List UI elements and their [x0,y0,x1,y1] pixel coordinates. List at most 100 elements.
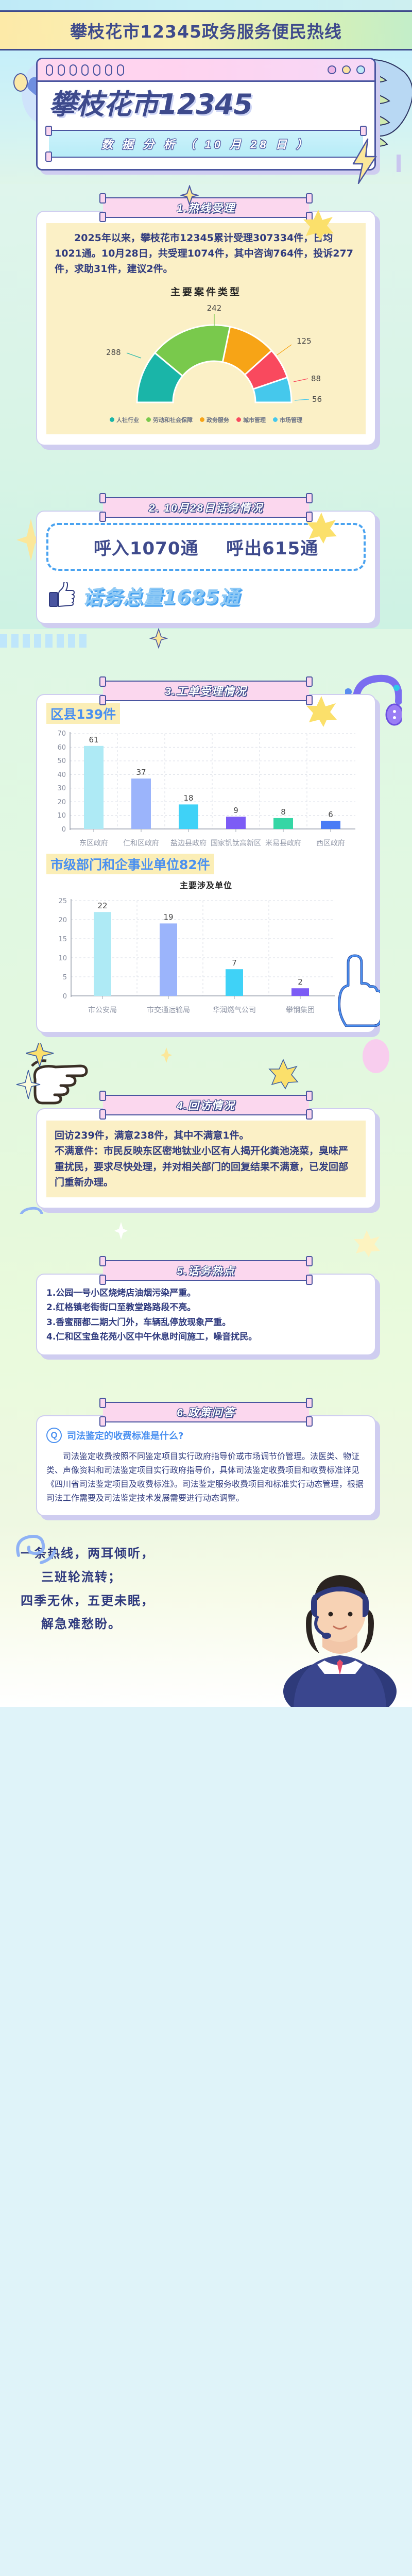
section3-title: 3.工单受理情况 [165,685,247,698]
hero-card: 攀枝花市12345 数 据 分 析 （ 10 月 28 日 ） [36,58,376,171]
section-work-orders: 3.工单受理情况 区县139件 0 10 20 30 40 50 [0,628,412,1038]
stripes-decoration [0,634,87,648]
svg-text:西区政府: 西区政府 [316,839,345,848]
section6-title-wrap: 6.政策问答 [99,1397,313,1427]
legend-item: 城市管理 [236,416,266,424]
svg-text:攀钢集团: 攀钢集团 [286,1006,315,1014]
section1-summary-box: 2025年以来，攀枝花市12345累计受理307334件，日均1021通。10月… [46,223,366,434]
callback-summary-box: 回访239件，满意238件，其中不满意1件。 不满意件：市民反映东区密地钛业小区… [46,1120,366,1198]
svg-text:15: 15 [58,936,67,943]
section1-title-banner: 1.热线受理 [99,193,313,222]
city-dept-bar-chart: 0 5 10 15 20 25 [46,893,366,1022]
sparkle-icon [114,1222,128,1240]
section1-paragraph: 2025年以来，攀枝花市12345累计受理307334件，日均1021通。10月… [55,232,353,275]
case-type-donut-chart: 242 125 88 56 288 [55,301,357,414]
section4-title-banner: 4.回访情况 [99,1090,313,1120]
svg-text:20: 20 [58,917,67,924]
section3-card: 区县139件 0 10 20 30 40 50 60 70 [36,693,380,1033]
section6-title: 6.政策问答 [177,1406,235,1419]
svg-text:56: 56 [312,395,322,404]
legend-label: 市场管理 [280,417,302,423]
legend-item: 市场管理 [273,416,302,424]
section6-card: Q 司法鉴定的收费标准是什么? 司法鉴定收费按照不同鉴定项目实行政府指导价或市场… [36,1415,376,1517]
page-title: 攀枝花市12345政务服务便民热线 [70,22,342,42]
hero-body: 攀枝花市12345 数 据 分 析 （ 10 月 28 日 ） [38,82,374,169]
legend-label: 人社行业 [116,417,139,423]
hot-topic-item: 4.仁和区宝鱼花苑小区中午休息时间施工，噪音扰民。 [46,1331,258,1342]
sparkle-icon [16,1070,41,1099]
legend-label: 政务服务 [207,417,229,423]
svg-text:19: 19 [163,912,173,922]
call-total-label: 话务总量1685通 [82,585,239,608]
hero-subtitle-banner: 数 据 分 析 （ 10 月 28 日 ） [45,125,367,162]
svg-text:70: 70 [57,730,66,738]
svg-text:20: 20 [57,799,66,806]
svg-text:8: 8 [281,807,286,817]
section1-title: 1.热线受理 [177,202,235,214]
legend-item: 劳动和社会保障 [146,416,193,424]
footer-line: 三班轮流转； [41,1569,122,1584]
svg-text:61: 61 [89,735,98,744]
svg-text:88: 88 [311,374,321,383]
policy-question-row: Q 司法鉴定的收费标准是什么? [46,1427,366,1443]
policy-question: 司法鉴定的收费标准是什么? [67,1430,184,1442]
question-badge: Q [46,1427,62,1443]
svg-text:华润燃气公司: 华润燃气公司 [213,1006,256,1014]
legend-label: 城市管理 [243,417,266,423]
svg-text:9: 9 [233,806,238,815]
window-ellipses [46,64,124,76]
footer: 一条热线，两耳倾听， 三班轮流转； 四季无休，五更未眠， 解急难愁盼。 [0,1521,412,1707]
svg-text:盐边县政府: 盐边县政府 [170,839,207,848]
svg-text:2: 2 [298,977,303,987]
svg-text:0: 0 [62,826,66,834]
section5-title-wrap: 5.话务热点 [99,1256,313,1285]
section-callback: 4.回访情况 回访239件，满意238件，其中不满意1件。 不满意件：市民反映东… [0,1038,412,1231]
hot-topic-item: 1.公园一号小区烧烤店油烟污染严重。 [46,1288,196,1299]
section-hotline-acceptance: 1.热线受理 2025年以来，攀枝花市12345累计受理307334件，日均10… [0,183,412,451]
section-hot-topics: 5.话务热点 1.公园一号小区烧烤店油烟污染严重。 2.红格镇老街街口至教堂路路… [0,1214,412,1361]
thumbs-up-icon [49,582,75,607]
svg-text:60: 60 [57,744,66,752]
section3-title-wrap: 3.工单受理情况 [99,676,337,727]
section4-title-wrap: 4.回访情况 [99,1090,313,1120]
call-counts-line: 呼入1070通 呼出615通 [54,534,358,560]
svg-text:18: 18 [183,793,193,803]
section2-card: 呼入1070通 呼出615通 话务总量1685通 [36,510,376,624]
svg-text:125: 125 [297,336,312,346]
call-total-row: 话务总量1685通 [46,571,366,613]
svg-text:50: 50 [57,757,66,765]
section1-title-wrap: 1.热线受理 [99,184,334,241]
svg-text:0: 0 [63,993,67,1001]
policy-answer: 司法鉴定收费按照不同鉴定项目实行政府指导价或市场调节价管理。法医类、物证类、声像… [46,1451,364,1503]
svg-text:东区政府: 东区政府 [79,839,108,848]
section3-title-banner: 3.工单受理情况 [99,676,313,705]
city-dept-chart-title: 主要涉及单位 [179,881,232,890]
section2-title: 2. 10月28日话务情况 [148,502,264,514]
section5-title-banner: 5.话务热点 [99,1256,313,1285]
footer-line: 解急难愁盼。 [41,1617,122,1632]
svg-text:5: 5 [63,974,67,981]
hot-topic-item: 2.红格镇老街街口至教堂路路段不亮。 [46,1302,196,1313]
svg-text:40: 40 [57,771,66,779]
hero-window-bar [38,59,374,82]
case-type-legend: 人社行业 劳动和社会保障 政务服务 城市管理 [55,414,357,427]
hero-big-title: 攀枝花市12345 [49,88,253,121]
svg-text:288: 288 [106,348,121,357]
svg-text:市公安局: 市公安局 [88,1006,117,1014]
legend-item: 人社行业 [110,416,139,424]
legend-item: 政务服务 [200,416,229,424]
section4-title: 4.回访情况 [177,1099,235,1112]
svg-text:10: 10 [58,955,67,962]
svg-text:米易县政府: 米易县政府 [265,839,301,848]
hot-topic-item: 3.香蜜丽都二期大门外，车辆乱停放现象严重。 [46,1317,231,1328]
top-strip [0,0,412,10]
hero-subtitle: 数 据 分 析 （ 10 月 28 日 ） [101,138,311,151]
infographic-page: 攀枝花市12345政务服务便民热线 [0,0,412,1707]
district-bar-chart: 0 10 20 30 40 50 60 70 [46,726,366,850]
section-policy-qa: 6.政策问答 Q 司法鉴定的收费标准是什么? 司法鉴定收费按照不同鉴定项目实行政… [0,1360,412,1522]
svg-text:仁和区政府: 仁和区政府 [123,839,159,848]
call-counts-box: 呼入1070通 呼出615通 [46,522,366,571]
svg-text:市交通运输局: 市交通运输局 [147,1006,190,1014]
svg-text:22: 22 [97,901,107,910]
section1-card: 2025年以来，攀枝花市12345累计受理307334件，日均1021通。10月… [36,210,376,446]
